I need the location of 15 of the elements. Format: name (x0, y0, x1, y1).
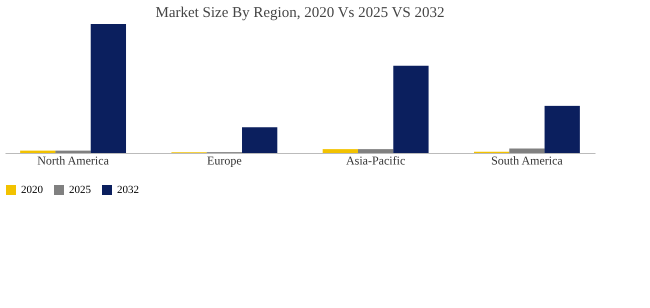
bar (322, 149, 358, 153)
bar (358, 149, 394, 153)
legend-label: 2032 (117, 184, 139, 196)
x-tick-label: Europe (207, 154, 242, 168)
bar (544, 106, 580, 153)
chart-title: Market Size By Region, 2020 Vs 2025 VS 2032 (155, 5, 445, 21)
bar (90, 24, 126, 153)
bar (242, 127, 278, 153)
x-tick-label: North America (37, 154, 110, 168)
bar (393, 66, 429, 153)
x-tick-label: Asia-Pacific (346, 154, 406, 168)
legend-label: 2025 (69, 184, 92, 196)
bar (509, 148, 545, 153)
legend-label: 2020 (21, 184, 44, 196)
x-tick-label: South America (491, 154, 564, 168)
